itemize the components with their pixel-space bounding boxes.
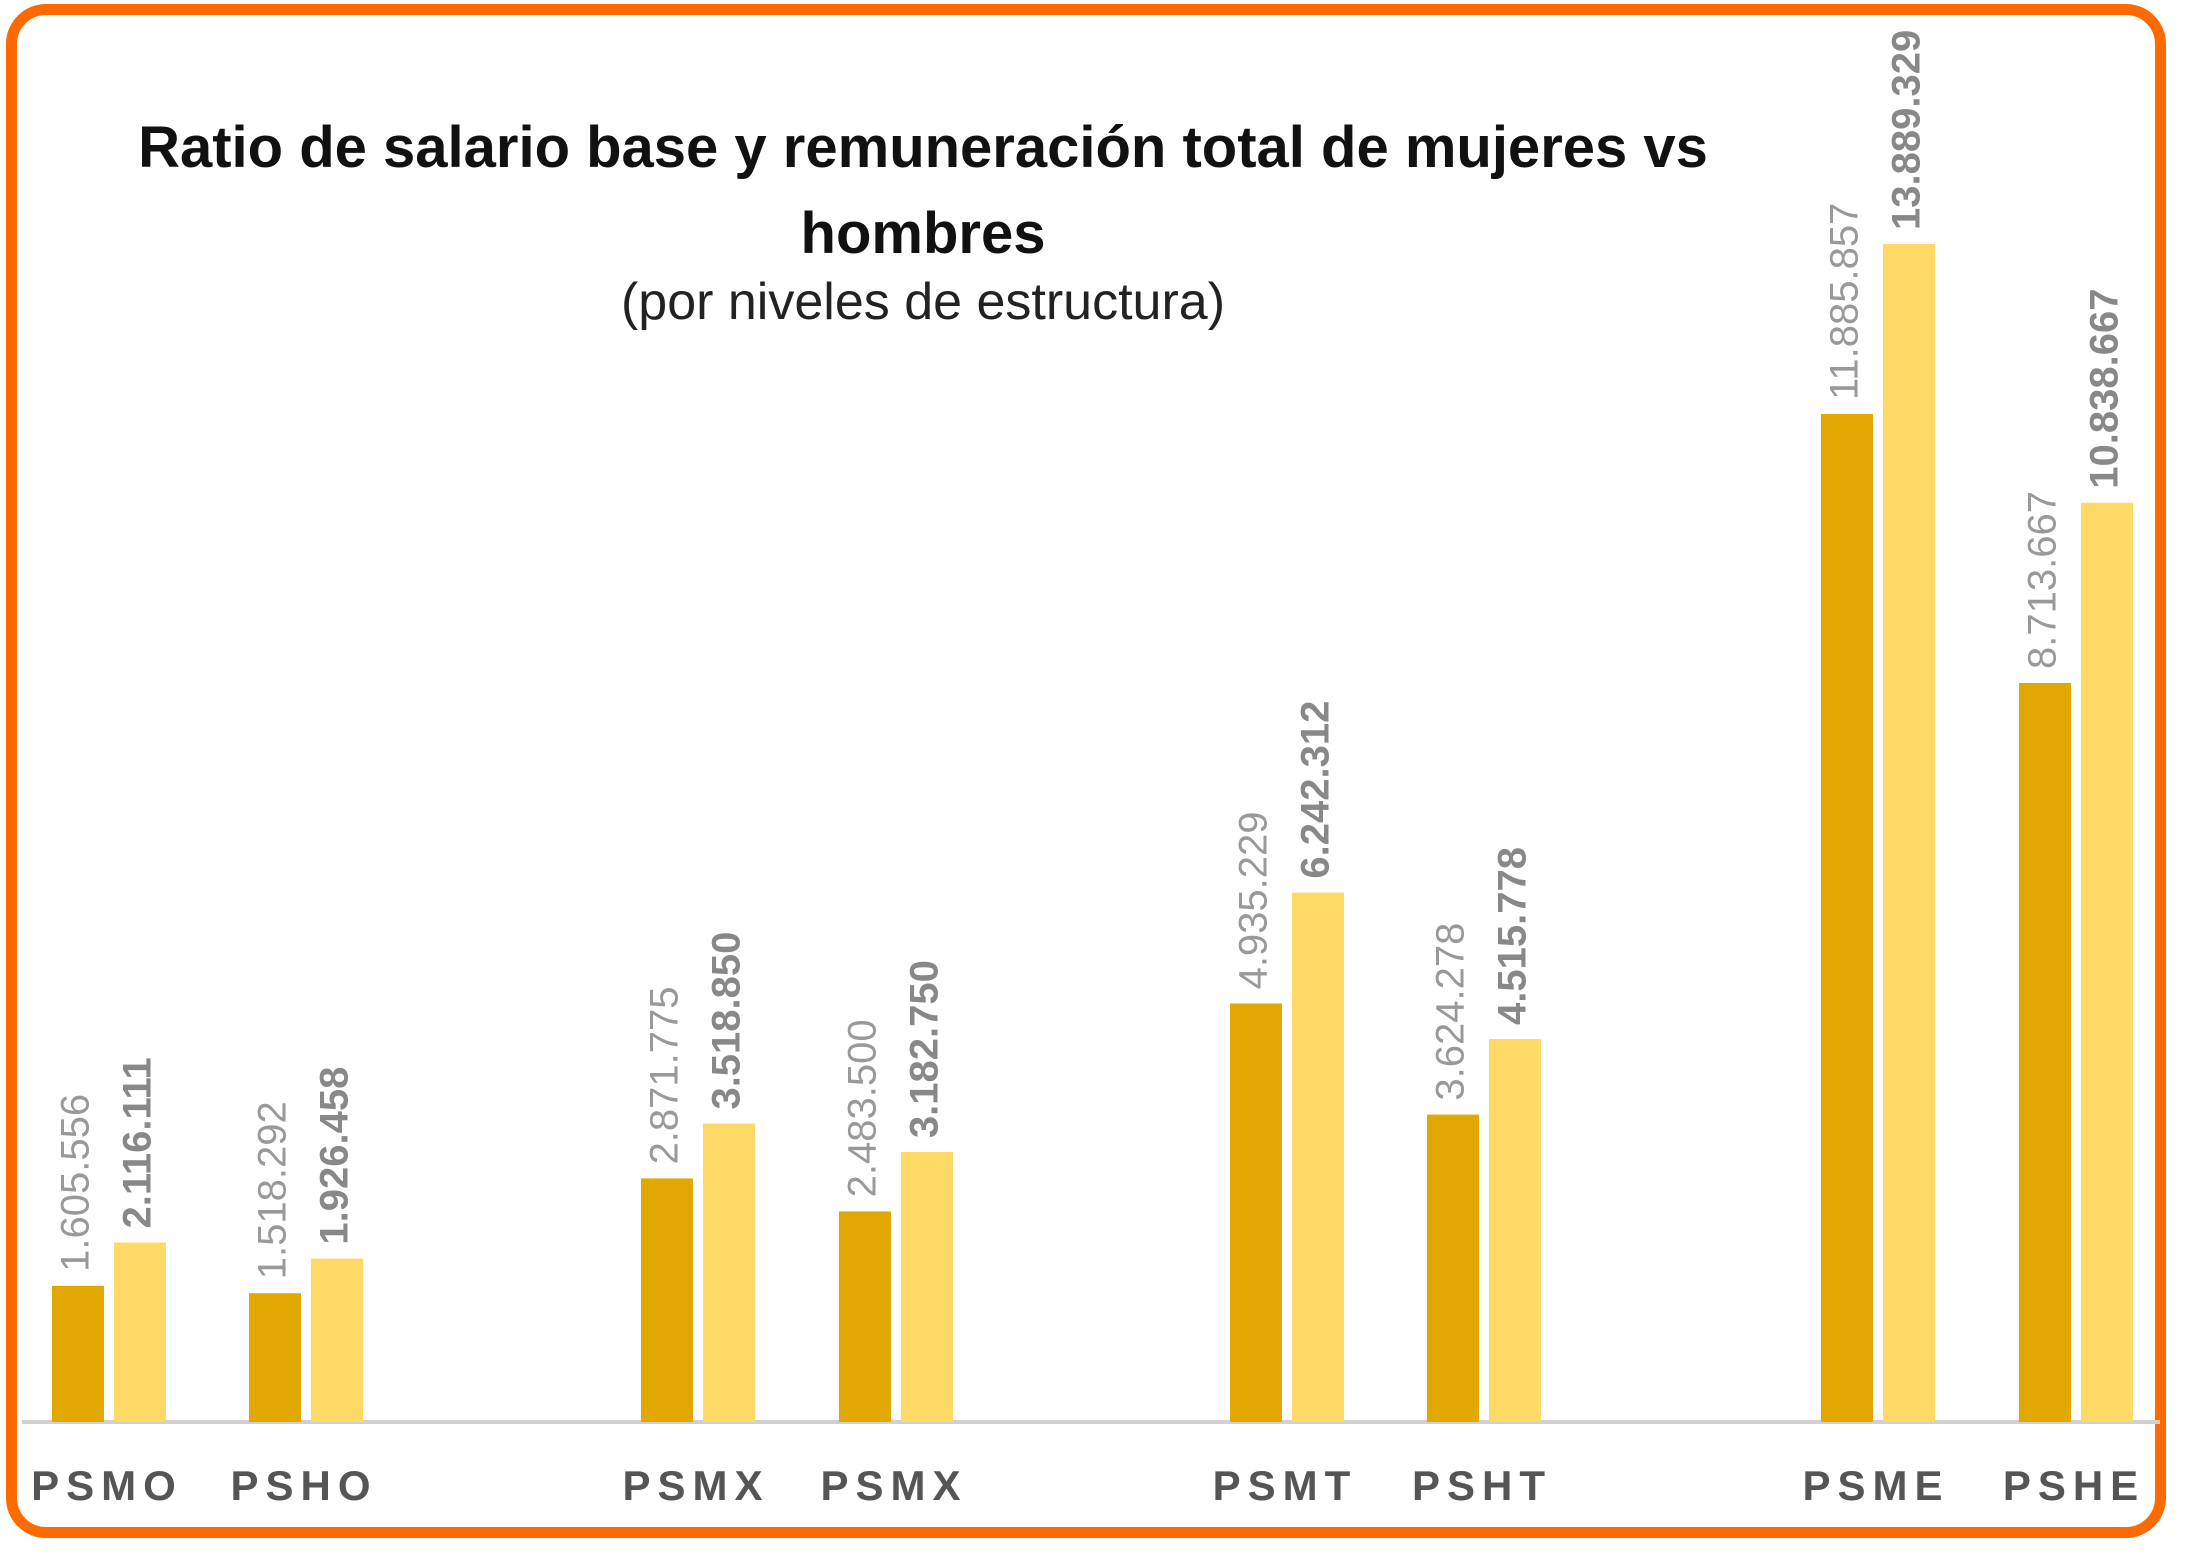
frame [6,4,2166,1538]
bar [901,1152,953,1422]
x-tick-label: PSHT [1412,1462,1552,1509]
x-tick-label: PSMX [820,1462,967,1509]
x-tick-label: PSMO [31,1462,183,1509]
bar [1292,892,1344,1422]
x-tick-label: PSHO [230,1462,377,1509]
chart-title: Ratio de salario base y remuneración tot… [138,115,1708,266]
value-label: 4.515.778 [1491,847,1535,1025]
bar [641,1178,693,1422]
bar [2019,682,2071,1422]
value-label: 3.624.278 [1429,923,1473,1101]
x-tick-label: PSME [1802,1462,1949,1509]
bar [114,1242,166,1422]
bar [1821,413,1873,1422]
value-label: 2.483.500 [841,1019,885,1197]
value-label: 2.116.111 [116,1057,160,1228]
x-tick-label: PSMT [1213,1462,1358,1509]
value-label: 13.889.329 [1885,30,1929,230]
chart-subtitle: (por niveles de estructura) [620,273,1226,331]
value-label: 1.605.556 [54,1094,98,1272]
x-tick-label: PSMX [622,1462,769,1509]
value-label: 1.518.292 [251,1101,295,1279]
x-tick-label: PSHE [2003,1462,2145,1509]
value-label: 8.713.667 [2021,491,2065,669]
bar [311,1258,363,1422]
bar [52,1285,104,1422]
value-label: 3.182.750 [903,960,947,1138]
bar [703,1123,755,1422]
bar [1427,1114,1479,1422]
bar [2081,502,2133,1422]
value-label: 4.935.229 [1232,811,1276,989]
value-label: 3.518.850 [705,932,749,1110]
value-label: 2.871.775 [643,986,687,1164]
bar [839,1211,891,1422]
value-label: 10.838.667 [2083,289,2127,489]
bar [249,1293,301,1422]
bar [1883,244,1935,1422]
bar [1489,1039,1541,1422]
value-label: 11.885.857 [1823,203,1867,400]
bar [1230,1003,1282,1422]
value-label: 6.242.312 [1294,701,1338,879]
value-label: 1.926.458 [313,1067,357,1245]
